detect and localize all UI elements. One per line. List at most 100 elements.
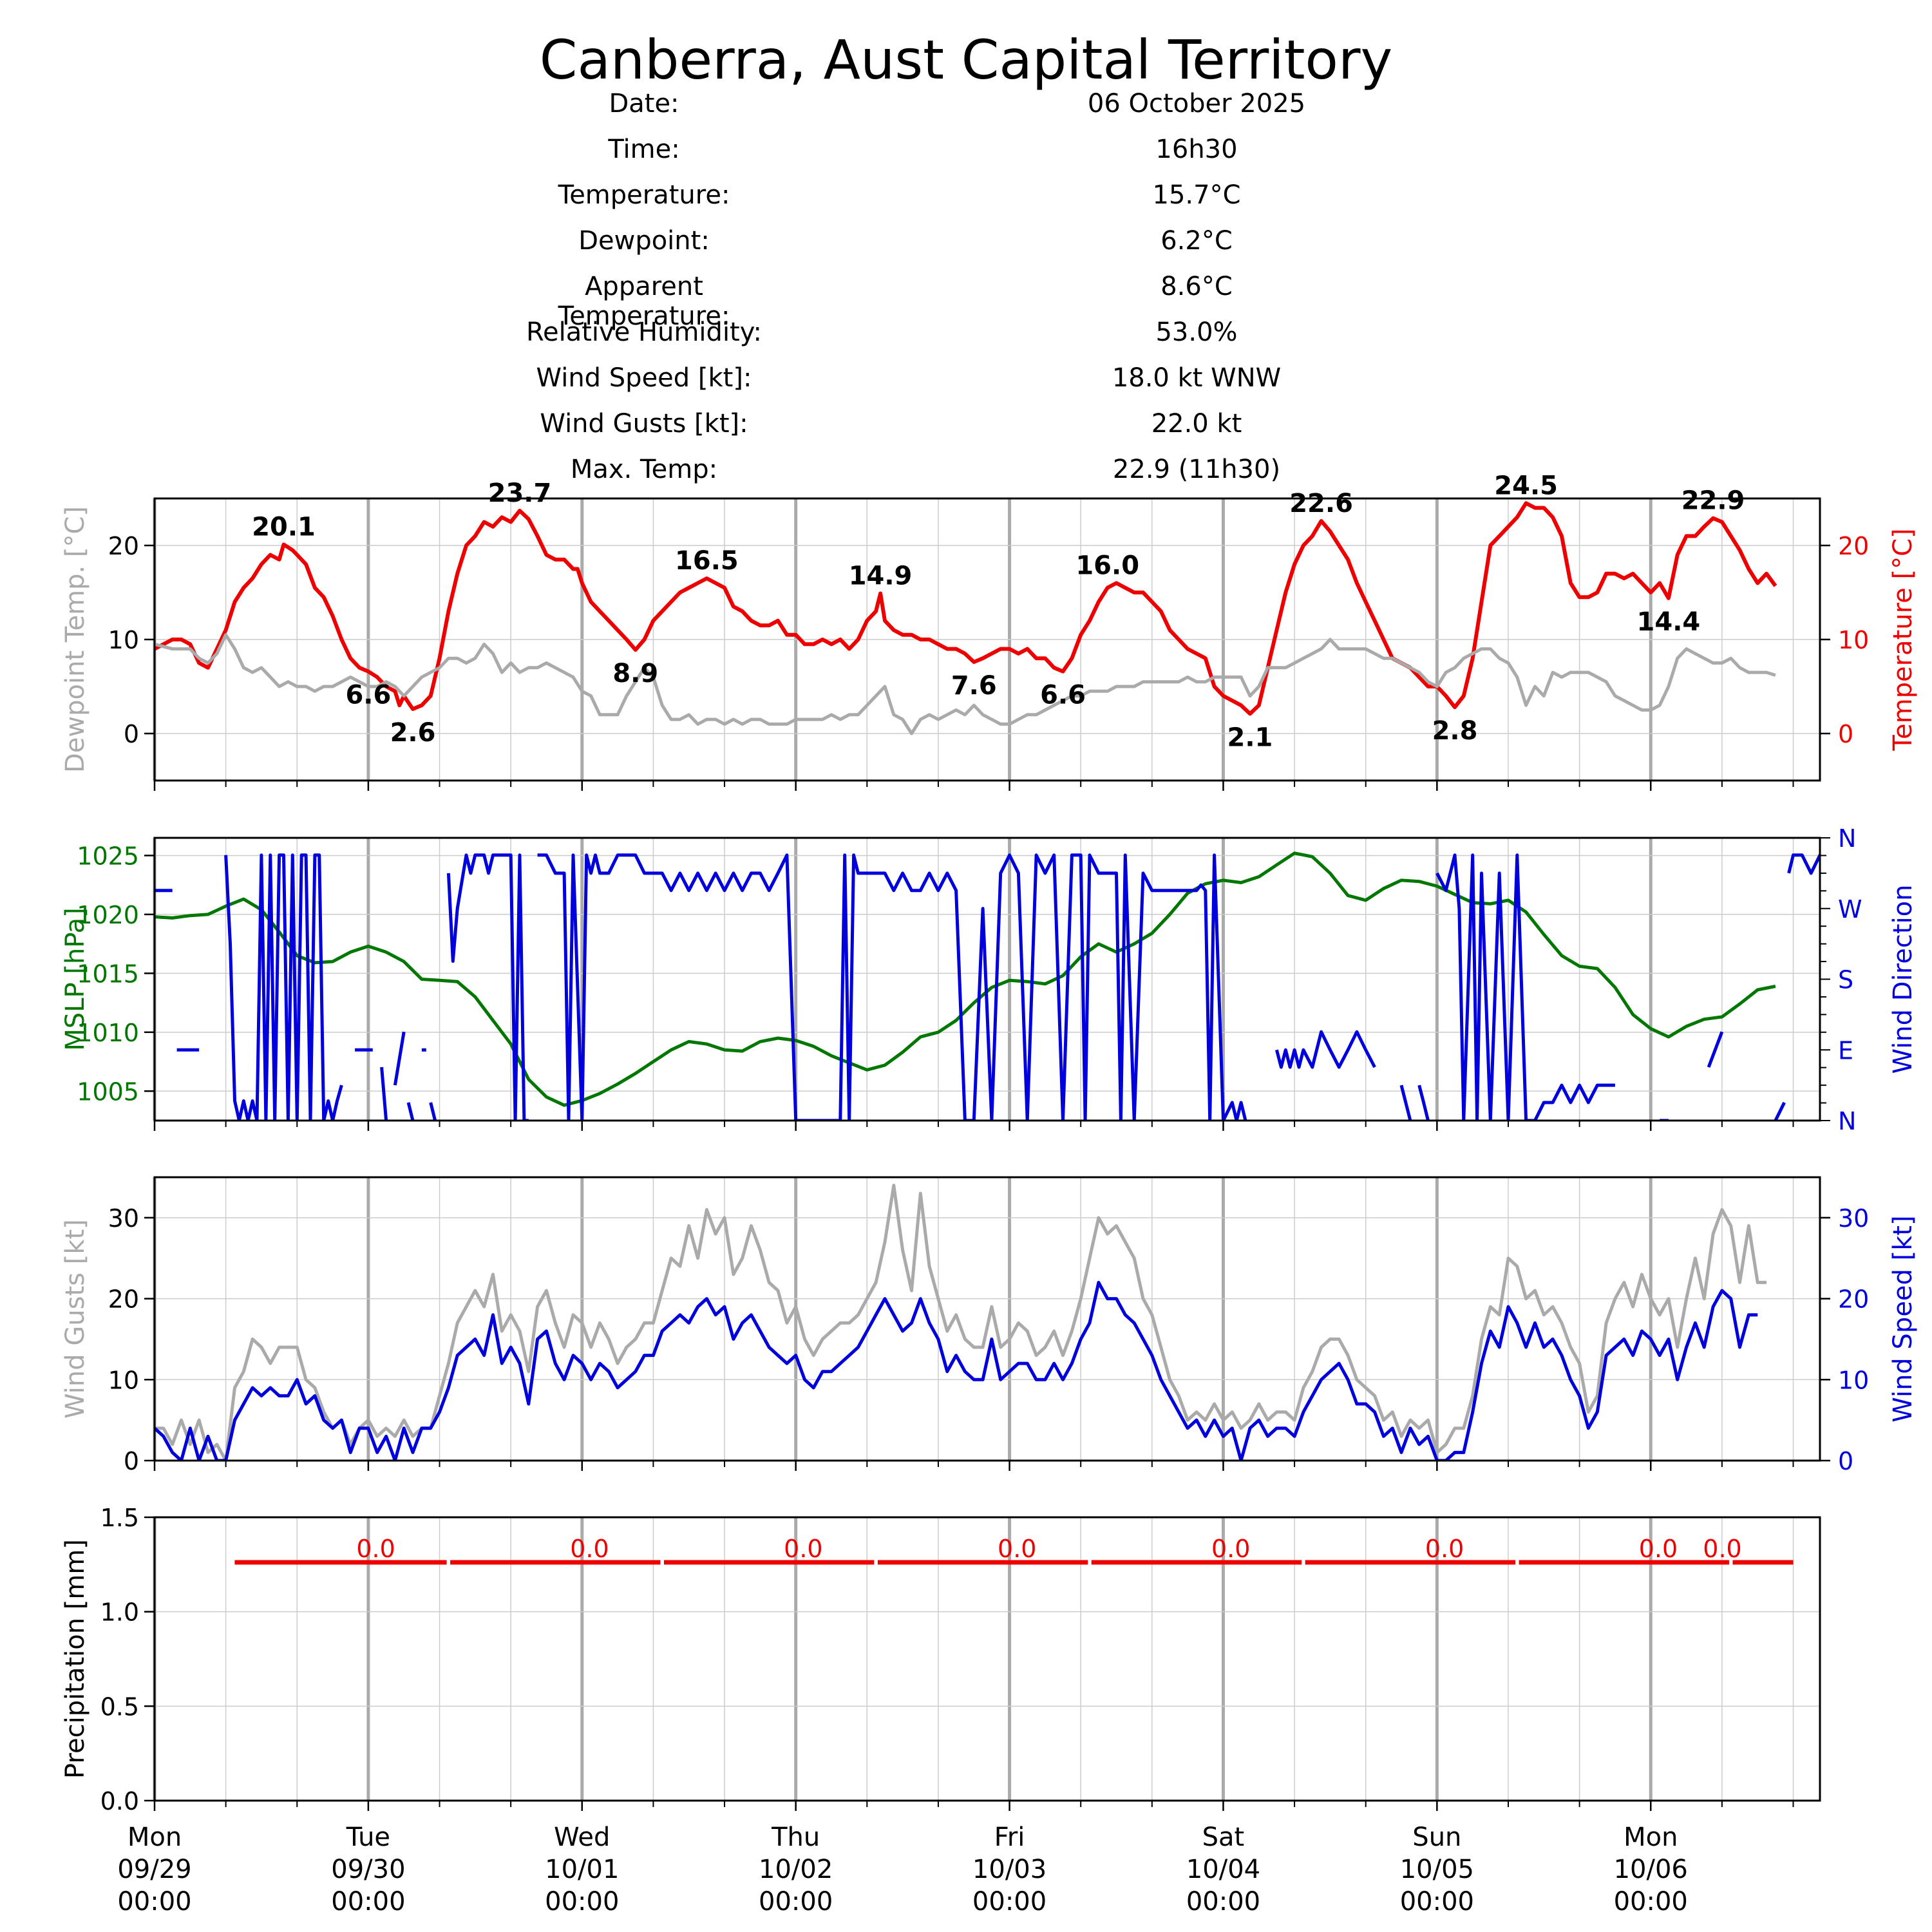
y-right-tick-label: N bbox=[1838, 1107, 1856, 1135]
temperature-line bbox=[155, 501, 1777, 716]
info-row-dewpoint: Dewpoint: 6.2°C bbox=[0, 226, 1932, 265]
y-right-tick-label: 30 bbox=[1838, 1204, 1869, 1233]
y-tick-label: 1005 bbox=[77, 1077, 139, 1106]
x-tick-label: Mon bbox=[1624, 1823, 1678, 1852]
info-value: 22.9 (11h30) bbox=[1112, 455, 1281, 484]
panel-1: 0 10 20 0 10 20 Dewpoint Temp. [°C] Temperature… bbox=[61, 471, 1918, 791]
info-row-relative-humidity: Relative Humidity: 53.0% bbox=[0, 317, 1932, 356]
x-tick-label: 00:00 bbox=[1614, 1887, 1688, 1917]
y-axis-label-left: MSLP [hPa] bbox=[61, 907, 90, 1050]
y-tick-label: 1025 bbox=[77, 842, 139, 870]
wind-direction-line-segment bbox=[1707, 1031, 1724, 1068]
wind-direction-line-segment bbox=[1274, 1030, 1376, 1069]
x-tick-label: 00:00 bbox=[1400, 1887, 1474, 1917]
extreme-label: 22.6 bbox=[1289, 489, 1353, 518]
info-row-wind-gusts: Wind Gusts [kt]: 22.0 kt bbox=[0, 409, 1932, 448]
extreme-label: 6.6 bbox=[1040, 681, 1086, 710]
wind-direction-line-segment bbox=[446, 853, 529, 1121]
plot-area bbox=[155, 851, 1820, 1121]
y-tick-label: 0.0 bbox=[100, 1787, 139, 1815]
extreme-label: 16.0 bbox=[1075, 551, 1139, 580]
y-tick-label: 30 bbox=[108, 1204, 139, 1233]
info-row-date: Date: 06 October 2025 bbox=[0, 89, 1932, 128]
wind-direction-line-segment bbox=[537, 853, 1247, 1121]
x-tick-label: Sun bbox=[1412, 1823, 1461, 1852]
y-tick-label: 0 bbox=[124, 720, 139, 748]
info-value: 53.0% bbox=[1155, 317, 1238, 347]
x-tick-label: Tue bbox=[346, 1823, 390, 1852]
info-label: Date: bbox=[609, 89, 679, 118]
extreme-label: 6.6 bbox=[345, 681, 391, 710]
wind-direction-line-segment bbox=[1774, 1101, 1786, 1121]
y-right-tick-label: 20 bbox=[1838, 1285, 1869, 1314]
y-right-tick-label: S bbox=[1838, 966, 1853, 994]
extreme-label: 23.7 bbox=[488, 478, 552, 508]
x-tick-label: 10/04 bbox=[1186, 1855, 1260, 1884]
mslp-line bbox=[155, 851, 1776, 1107]
info-label: Wind Gusts [kt]: bbox=[540, 409, 748, 439]
plot-area bbox=[155, 1184, 1766, 1461]
y-tick-label: 1010 bbox=[77, 1019, 139, 1047]
wind-direction-line-segment bbox=[1787, 853, 1820, 875]
info-row-wind-speed: Wind Speed [kt]: 18.0 kt WNW bbox=[0, 363, 1932, 402]
x-tick-label: 00:00 bbox=[545, 1887, 619, 1917]
info-label: Wind Speed [kt]: bbox=[536, 363, 752, 393]
y-axis-label-right: Wind Direction bbox=[1888, 885, 1918, 1074]
x-tick-label: Mon bbox=[128, 1823, 182, 1852]
info-label: Time: bbox=[608, 135, 680, 164]
x-tick-label: 00:00 bbox=[759, 1887, 833, 1917]
x-tick-label: 09/29 bbox=[117, 1855, 191, 1884]
plot-frame bbox=[153, 837, 1821, 1122]
wind-speed-line bbox=[155, 1280, 1758, 1461]
wind-direction-line-segment bbox=[1435, 853, 1615, 1121]
y-right-tick-label: 20 bbox=[1838, 532, 1869, 560]
info-label: Temperature: bbox=[558, 180, 730, 210]
extreme-label: 8.9 bbox=[612, 659, 658, 688]
y-right-tick-label: W bbox=[1838, 895, 1862, 923]
panel-3: 0 10 20 30 0 10 20 30 Wind Gusts [kt] Wind Speed … bbox=[61, 1176, 1918, 1475]
precip-value-label: 0.0 bbox=[1211, 1535, 1250, 1563]
info-value: 18.0 kt WNW bbox=[1112, 363, 1282, 393]
wind-direction-line-segment bbox=[224, 853, 343, 1121]
y-tick-label: 20 bbox=[108, 1285, 139, 1314]
plot-frame bbox=[153, 1176, 1821, 1462]
info-label: Relative Humidity: bbox=[526, 317, 762, 347]
y-tick-label: 10 bbox=[108, 626, 139, 654]
extreme-label: 22.9 bbox=[1681, 486, 1745, 516]
plot-frame bbox=[153, 497, 1821, 782]
extreme-label: 2.8 bbox=[1432, 716, 1478, 746]
info-value: 8.6°C bbox=[1160, 272, 1233, 301]
y-tick-label: 1020 bbox=[77, 901, 139, 929]
wind-direction-line-segment bbox=[429, 1102, 437, 1121]
panel-4: 0.0 0.5 1.0 1.5 Precipitation [mm] 0.0 0.0 0.0 0… bbox=[61, 1504, 1821, 1917]
dewpoint-line bbox=[155, 633, 1776, 735]
precip-value-label: 0.0 bbox=[1703, 1535, 1741, 1563]
precip-value-label: 0.0 bbox=[784, 1535, 822, 1563]
extreme-label: 2.1 bbox=[1227, 723, 1273, 752]
x-tick-label: 10/06 bbox=[1614, 1855, 1688, 1884]
extreme-label: 20.1 bbox=[252, 513, 316, 542]
info-value: 22.0 kt bbox=[1151, 409, 1242, 439]
info-value: 6.2°C bbox=[1160, 226, 1233, 256]
y-axis-label-left: Dewpoint Temp. [°C] bbox=[61, 506, 90, 773]
extreme-label: 24.5 bbox=[1494, 471, 1558, 500]
y-axis-label-right: Wind Speed [kt] bbox=[1888, 1215, 1918, 1422]
x-tick-label: Wed bbox=[554, 1823, 610, 1852]
y-right-tick-label: 0 bbox=[1838, 720, 1853, 748]
chart-title: Canberra, Aust Capital Territory bbox=[539, 28, 1393, 91]
y-axis-label-left: Wind Gusts [kt] bbox=[61, 1219, 90, 1419]
wind-gusts-line bbox=[155, 1184, 1766, 1461]
wind-direction-line-segment bbox=[380, 1066, 388, 1121]
x-tick-label: 10/05 bbox=[1400, 1855, 1474, 1884]
wind-direction-line-segment bbox=[393, 1031, 406, 1086]
x-tick-label: 10/03 bbox=[972, 1855, 1046, 1884]
y-tick-label: 0 bbox=[124, 1447, 139, 1475]
extreme-label: 16.5 bbox=[675, 546, 739, 576]
y-tick-label: 10 bbox=[108, 1366, 139, 1394]
y-right-tick-label: 10 bbox=[1838, 1366, 1869, 1394]
y-tick-label: 1.5 bbox=[100, 1504, 139, 1532]
plot-frame bbox=[153, 1516, 1821, 1802]
y-axis-label-left: Precipitation [mm] bbox=[61, 1539, 90, 1779]
y-tick-label: 1.0 bbox=[100, 1598, 139, 1627]
